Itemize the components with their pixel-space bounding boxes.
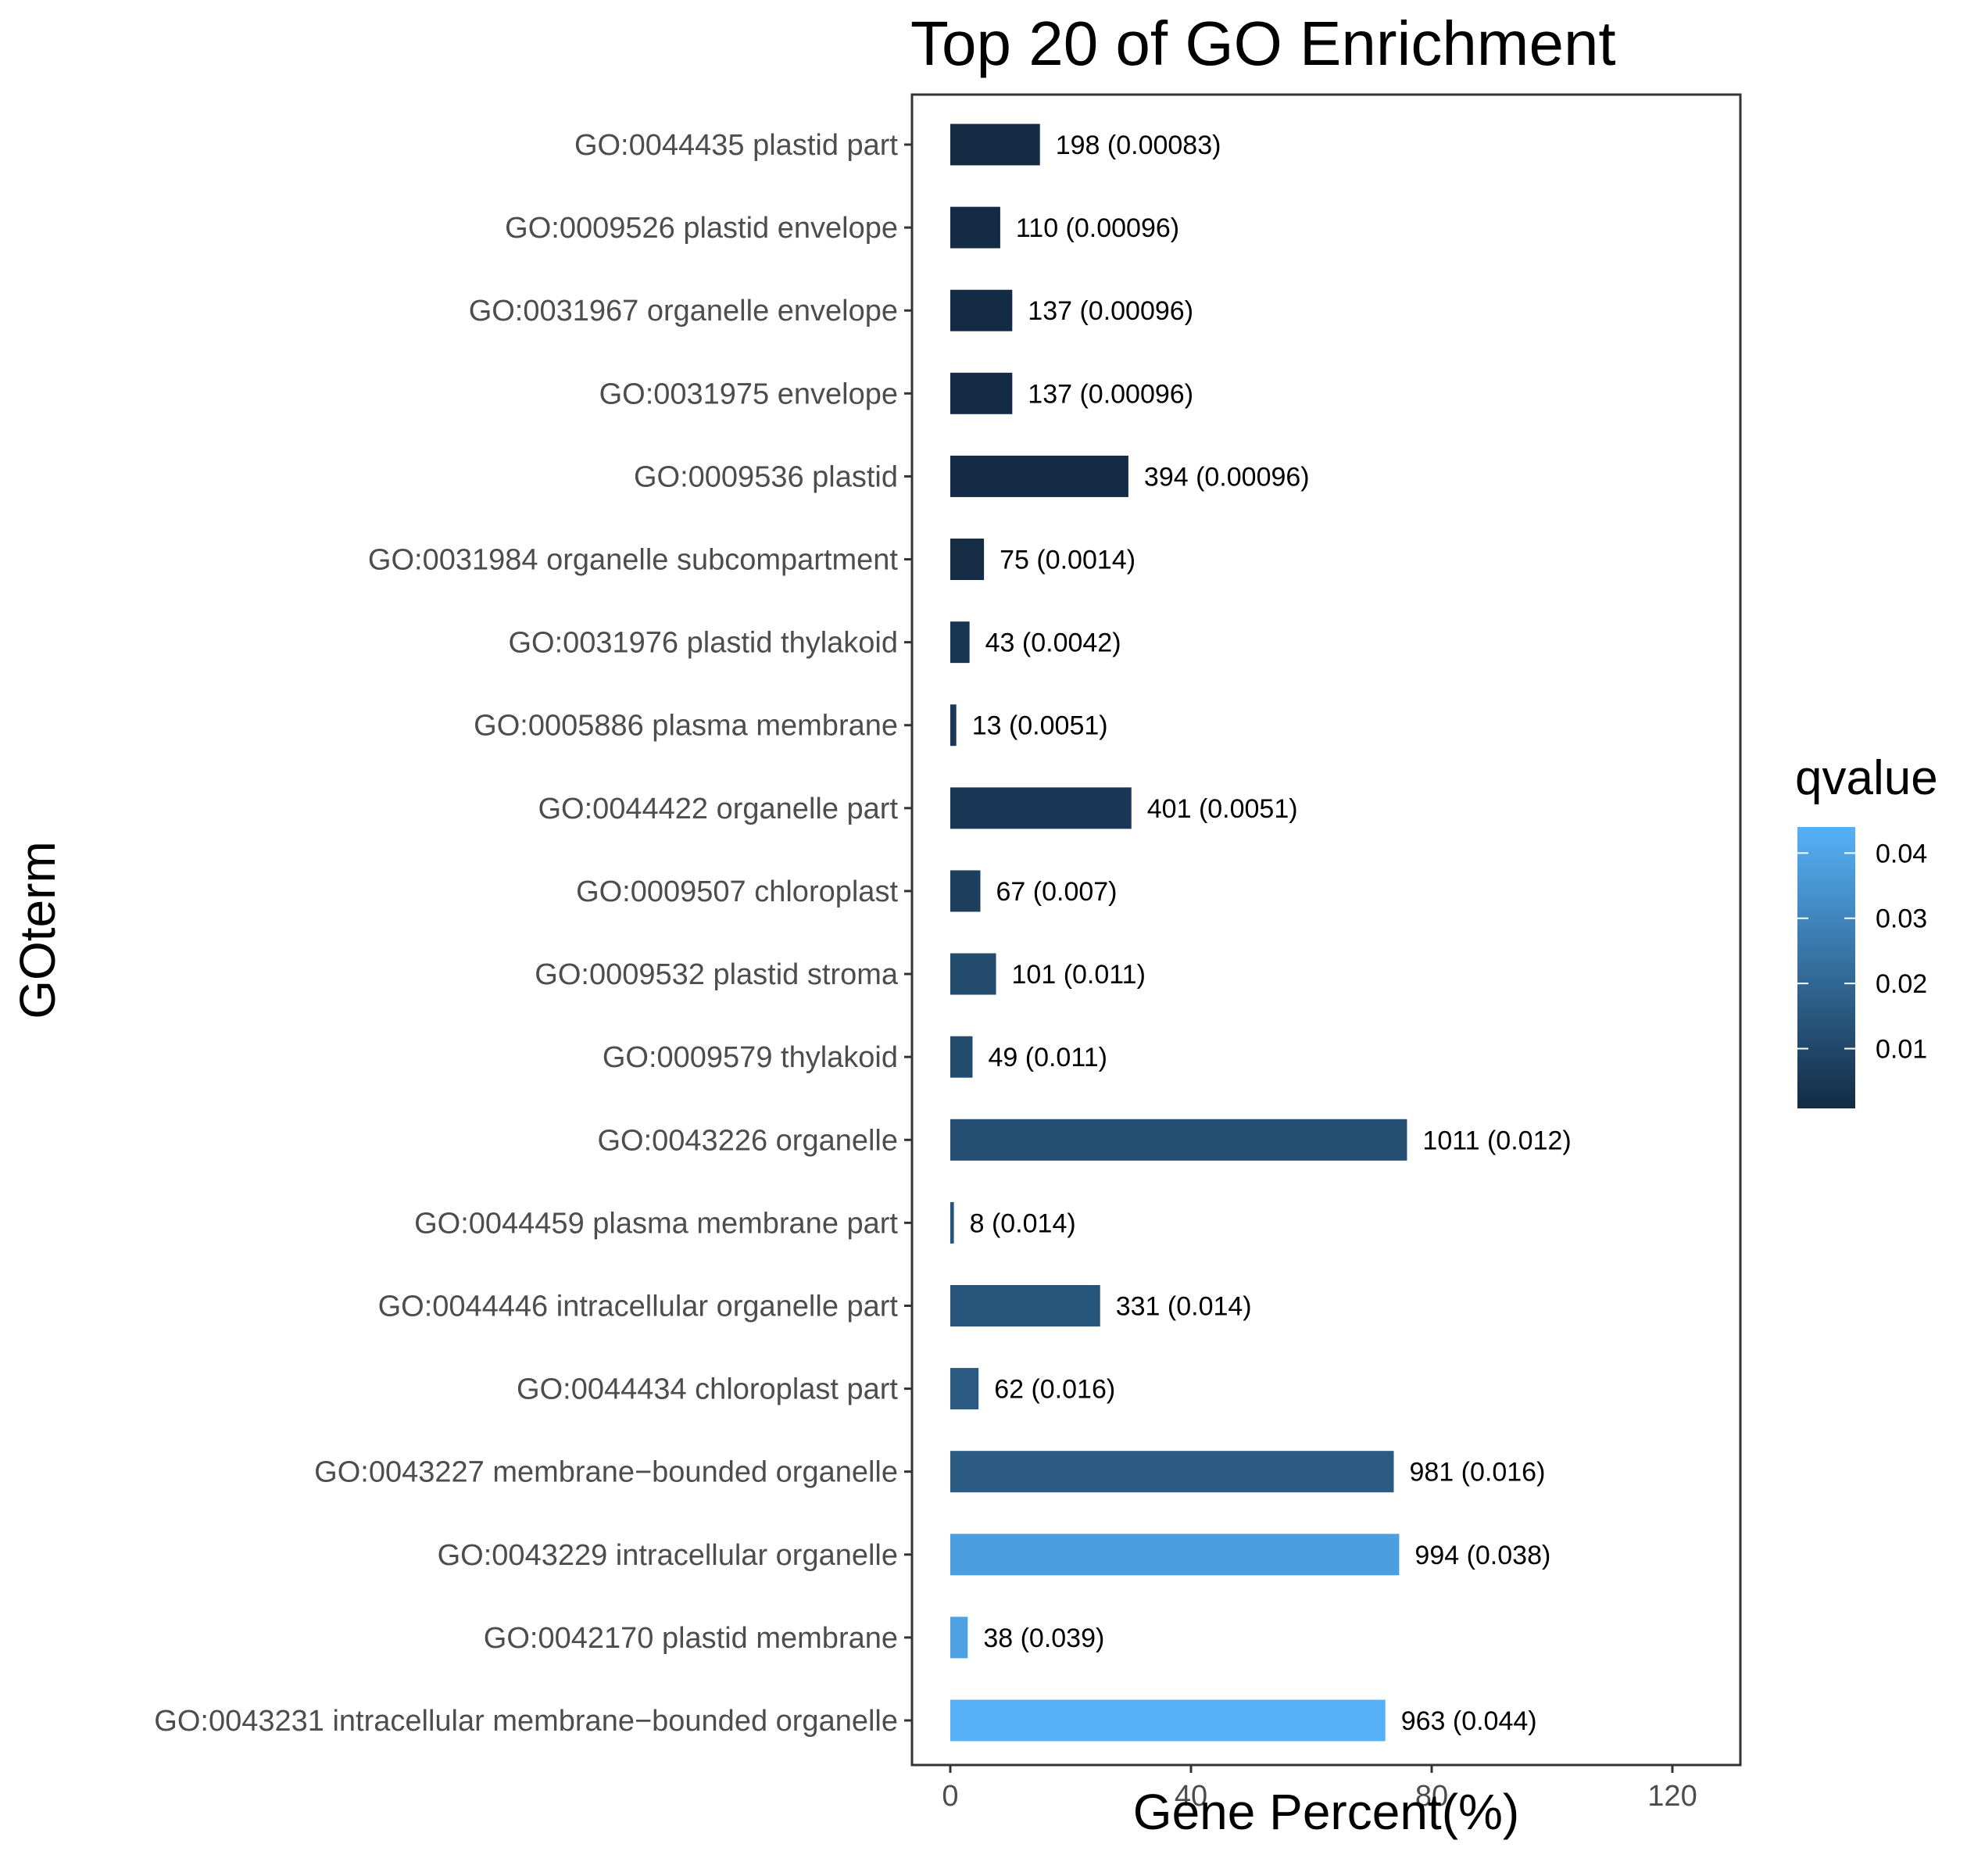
x-tick-label-3: 120 (1647, 1780, 1697, 1813)
y-tick-label-6: GO:0031976 plastid thylakoid (508, 627, 898, 660)
bar-1 (950, 206, 1000, 249)
y-tick-label-18: GO:0042170 plastid membrane (484, 1622, 898, 1655)
data-label-10: 101 (0.011) (1012, 960, 1146, 990)
bar-8 (950, 787, 1132, 829)
y-tick-label-13: GO:0044459 plasma membrane part (414, 1207, 898, 1240)
x-axis-ticks: 0 40 80 120 (942, 1765, 1697, 1813)
y-axis-title: GOterm (9, 841, 66, 1019)
y-tick-label-7: GO:0005886 plasma membrane (474, 710, 898, 743)
bar-7 (950, 704, 957, 746)
bar-3 (950, 372, 1013, 414)
data-label-11: 49 (0.011) (988, 1043, 1107, 1072)
data-label-19: 963 (0.044) (1401, 1706, 1537, 1736)
bar-6 (950, 621, 970, 664)
legend-colorbar (1797, 827, 1855, 1108)
y-tick-label-11: GO:0009579 thylakoid (603, 1041, 898, 1074)
legend: qvalue 0.01 0.02 0.03 0.04 (1795, 751, 1938, 1108)
bars-group (950, 124, 1407, 1742)
bar-15 (950, 1368, 979, 1410)
y-tick-label-10: GO:0009532 plastid stroma (535, 958, 899, 991)
bar-2 (950, 289, 1013, 331)
bar-18 (950, 1616, 968, 1659)
bar-19 (950, 1699, 1386, 1742)
bar-12 (950, 1119, 1407, 1161)
legend-tick-label-0: 0.01 (1876, 1035, 1927, 1065)
y-tick-label-17: GO:0043229 intracellular organelle (438, 1539, 898, 1572)
legend-tick-label-2: 0.03 (1876, 904, 1927, 934)
x-axis-title: Gene Percent(%) (1133, 1784, 1519, 1840)
plot-panel (910, 93, 1742, 1767)
data-label-15: 62 (0.016) (994, 1375, 1115, 1405)
y-tick-label-14: GO:0044446 intracellular organelle part (378, 1290, 899, 1323)
y-tick-label-4: GO:0009536 plastid (634, 460, 898, 493)
data-label-0: 198 (0.00083) (1056, 131, 1221, 160)
bar-4 (950, 455, 1128, 497)
y-tick-label-5: GO:0031984 organelle subcompartment (368, 544, 899, 577)
chart-title: Top 20 of GO Enrichment (910, 9, 1616, 78)
bar-9 (950, 870, 981, 912)
bar-0 (950, 124, 1040, 166)
legend-tick-label-1: 0.02 (1876, 969, 1927, 999)
y-tick-label-16: GO:0043227 membrane−bounded organelle (314, 1456, 898, 1489)
bar-17 (950, 1534, 1400, 1576)
bar-5 (950, 539, 985, 581)
y-tick-label-2: GO:0031967 organelle envelope (469, 295, 898, 328)
data-label-2: 137 (0.00096) (1028, 296, 1193, 326)
y-tick-label-8: GO:0044422 organelle part (538, 793, 898, 825)
y-tick-label-0: GO:0044435 plastid part (574, 129, 898, 162)
data-label-12: 1011 (0.012) (1422, 1126, 1571, 1155)
bar-16 (950, 1451, 1394, 1493)
bar-13 (950, 1201, 954, 1244)
legend-title: qvalue (1795, 751, 1938, 805)
legend-ticks: 0.01 0.02 0.03 0.04 (1797, 839, 1927, 1065)
x-tick-label-2: 80 (1415, 1780, 1448, 1813)
x-tick-label-1: 40 (1175, 1780, 1207, 1813)
data-label-17: 994 (0.038) (1414, 1541, 1550, 1570)
data-label-6: 43 (0.0042) (985, 628, 1121, 658)
y-tick-label-19: GO:0043231 intracellular membrane−bounde… (154, 1705, 898, 1738)
x-tick-label-0: 0 (942, 1780, 958, 1813)
data-label-5: 75 (0.0014) (1000, 546, 1135, 575)
bar-14 (950, 1284, 1100, 1326)
y-tick-label-9: GO:0009507 chloroplast (576, 875, 898, 908)
data-label-13: 8 (0.014) (970, 1208, 1076, 1238)
data-label-1: 110 (0.00096) (1016, 213, 1179, 243)
y-axis-ticks: GO:0044435 plastid part GO:0009526 plasti… (154, 129, 912, 1738)
y-tick-label-15: GO:0044434 chloroplast part (517, 1373, 898, 1406)
bar-11 (950, 1036, 973, 1078)
y-tick-label-3: GO:0031975 envelope (599, 378, 898, 410)
data-label-14: 331 (0.014) (1116, 1291, 1252, 1321)
y-tick-label-1: GO:0009526 plastid envelope (505, 212, 898, 245)
bar-10 (950, 953, 996, 995)
data-labels-group: 198 (0.00083) 110 (0.00096) 137 (0.00096) 1… (970, 131, 1572, 1736)
data-label-18: 38 (0.039) (983, 1624, 1104, 1653)
data-label-9: 67 (0.007) (996, 877, 1118, 907)
data-label-3: 137 (0.00096) (1028, 379, 1193, 409)
data-label-4: 394 (0.00096) (1144, 462, 1310, 492)
data-label-7: 13 (0.0051) (972, 711, 1108, 741)
data-label-16: 981 (0.016) (1409, 1458, 1545, 1488)
y-tick-label-12: GO:0043226 organelle (597, 1124, 898, 1157)
legend-tick-label-3: 0.04 (1876, 839, 1927, 868)
data-label-8: 401 (0.0051) (1147, 794, 1298, 824)
